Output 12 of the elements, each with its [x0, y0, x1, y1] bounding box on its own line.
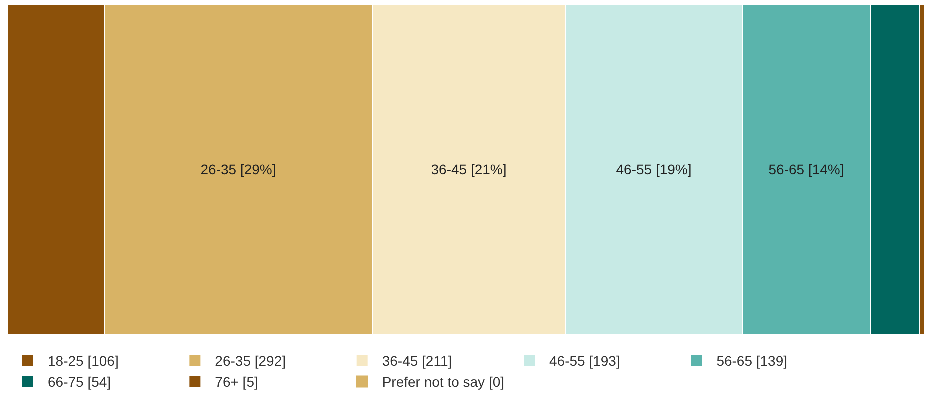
data-label: 56-65 [14%]	[768, 162, 844, 178]
legend-label: 36-45 [211]	[382, 352, 452, 369]
legend-label: 46-55 [193]	[550, 352, 620, 369]
legend-label: 76+ [5]	[215, 374, 258, 390]
legend-label: 56-65 [139]	[716, 352, 788, 369]
data-label: 46-55 [19%]	[616, 162, 692, 178]
legend-label: 26-35 [292]	[215, 352, 286, 369]
data-label: 26-35 [29%]	[200, 162, 276, 178]
legend-label: 66-75 [54]	[48, 374, 112, 390]
legend-label: Prefer not to say [0]	[382, 374, 505, 390]
legend-label: 18-25 [106]	[48, 352, 119, 369]
data-label: 36-45 [21%]	[431, 162, 507, 178]
